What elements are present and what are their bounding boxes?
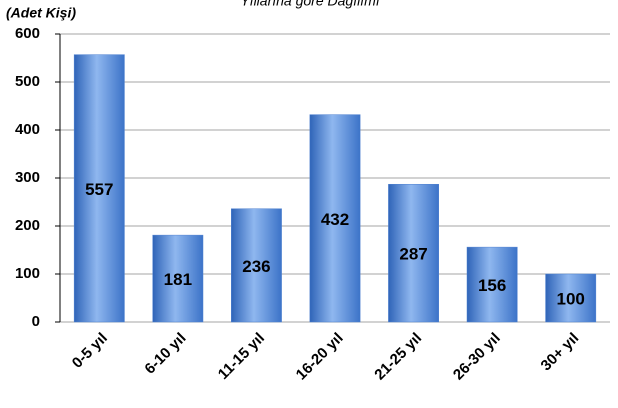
bar — [152, 234, 204, 323]
chart-title: Yıllarına göre Dağılımı — [240, 0, 379, 9]
value-label: 236 — [242, 257, 270, 276]
bar — [73, 54, 125, 323]
bar — [466, 246, 518, 323]
y-tick-label: 200 — [15, 217, 40, 234]
x-tick-label: 21-25 yıl — [371, 330, 425, 384]
x-tick-label: 26-30 yıl — [450, 330, 504, 384]
bar — [388, 183, 439, 323]
x-tick-label: 0-5 yıl — [69, 330, 111, 372]
bar — [545, 273, 597, 323]
x-tick-label: 6-10 yıl — [141, 330, 189, 378]
value-label: 287 — [399, 245, 427, 264]
value-label: 557 — [85, 180, 113, 199]
y-tick-label: 0 — [32, 313, 40, 330]
x-tick-label: 30+ yıl — [538, 330, 583, 375]
x-tick-label: 16-20 yıl — [293, 330, 347, 384]
y-axis-label: (Adet Kişi) — [6, 5, 76, 21]
y-tick-label: 400 — [15, 121, 40, 138]
y-tick-label: 500 — [15, 73, 40, 90]
bar — [309, 114, 361, 323]
y-tick-label: 100 — [15, 265, 40, 282]
value-label: 432 — [321, 210, 349, 229]
y-tick-label: 600 — [15, 25, 40, 42]
value-label: 181 — [164, 270, 192, 289]
bar — [231, 208, 282, 323]
value-label: 100 — [557, 289, 585, 308]
x-tick-label: 11-15 yıl — [215, 330, 268, 383]
value-label: 156 — [478, 276, 506, 295]
y-tick-label: 300 — [15, 169, 40, 186]
